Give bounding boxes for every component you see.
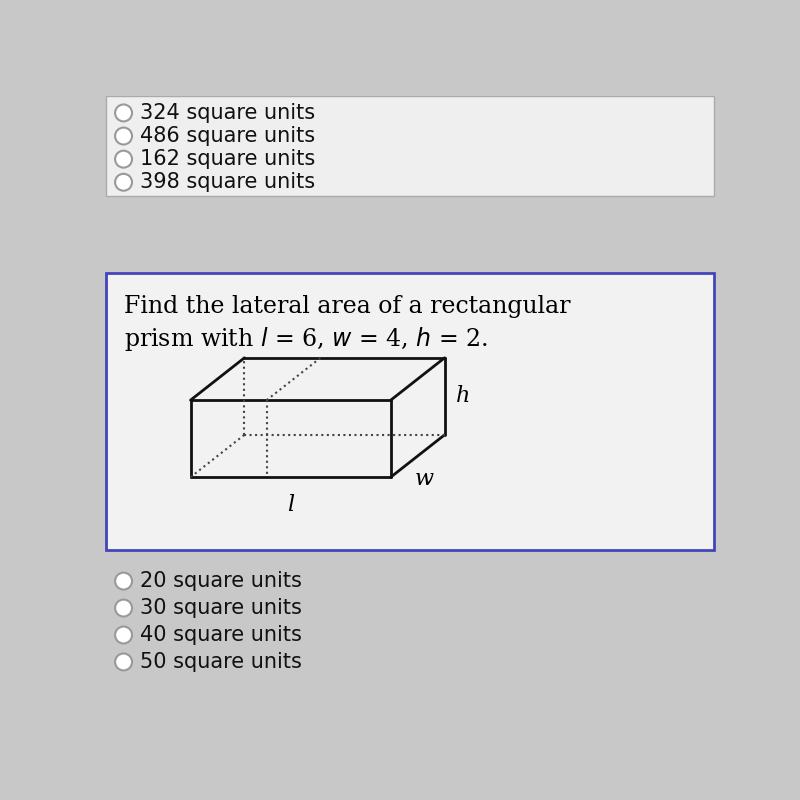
Text: 40 square units: 40 square units	[141, 625, 302, 645]
Circle shape	[115, 573, 132, 590]
Circle shape	[115, 626, 132, 643]
Text: l: l	[287, 494, 294, 516]
Circle shape	[115, 105, 132, 122]
Text: w: w	[414, 467, 434, 490]
Circle shape	[115, 150, 132, 168]
Text: 50 square units: 50 square units	[141, 652, 302, 672]
Text: 324 square units: 324 square units	[141, 103, 316, 123]
Circle shape	[115, 127, 132, 145]
FancyBboxPatch shape	[106, 96, 714, 196]
Circle shape	[115, 654, 132, 670]
Circle shape	[115, 599, 132, 617]
Text: prism with $l$ = 6, $w$ = 4, $h$ = 2.: prism with $l$ = 6, $w$ = 4, $h$ = 2.	[123, 326, 487, 354]
Text: 162 square units: 162 square units	[141, 149, 316, 169]
Text: 398 square units: 398 square units	[141, 172, 316, 192]
Text: 30 square units: 30 square units	[141, 598, 302, 618]
Circle shape	[115, 174, 132, 190]
FancyBboxPatch shape	[106, 273, 714, 550]
Text: Find the lateral area of a rectangular: Find the lateral area of a rectangular	[123, 294, 570, 318]
Text: 20 square units: 20 square units	[141, 571, 302, 591]
Text: h: h	[456, 386, 470, 407]
Text: 486 square units: 486 square units	[141, 126, 316, 146]
